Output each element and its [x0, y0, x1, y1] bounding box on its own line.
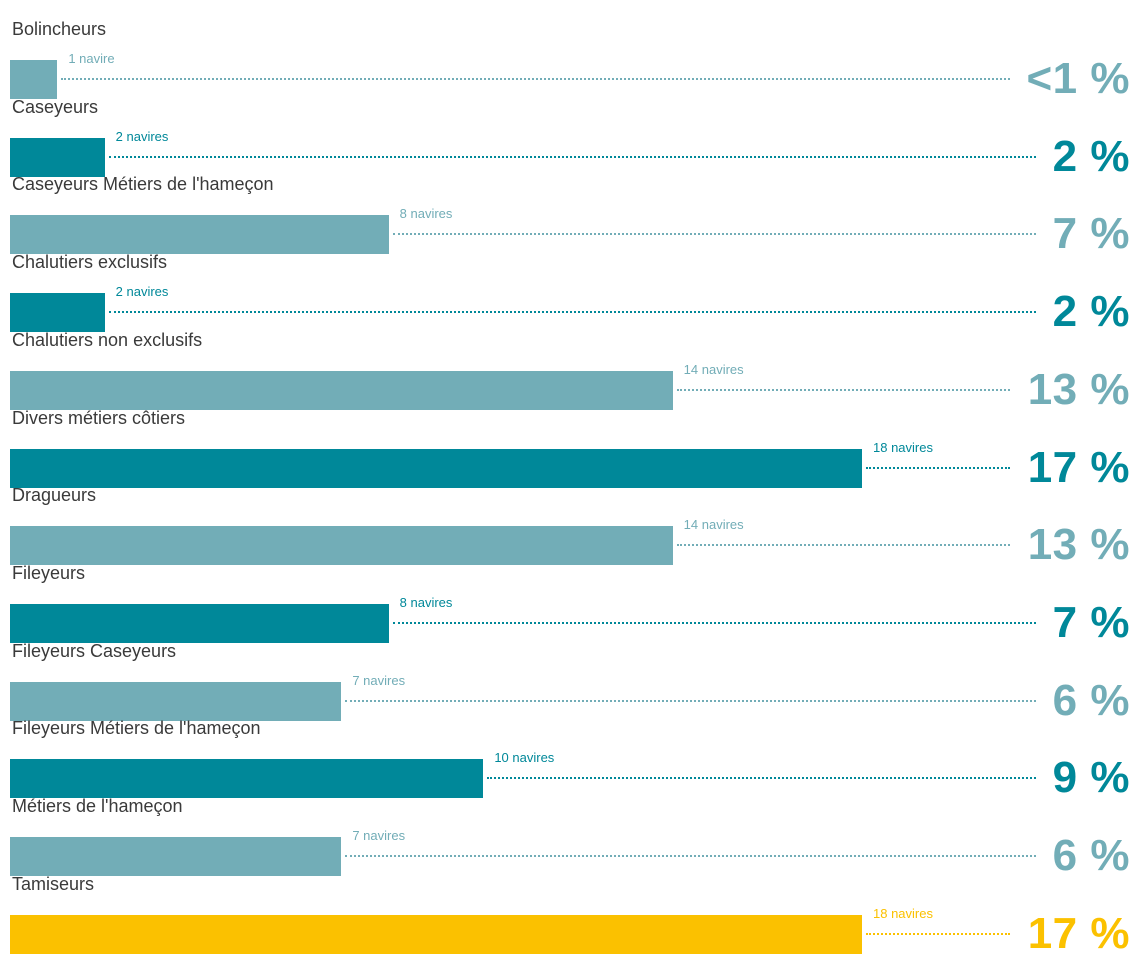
category-label: Tamiseurs: [12, 873, 95, 894]
bar: [10, 215, 389, 255]
bar: [10, 681, 342, 721]
bar-row: Caseyeurs 2 navires 2 %: [0, 96, 1134, 181]
bar-row: Bolincheurs 1 navire <1 %: [0, 18, 1134, 103]
leader-line: [108, 311, 1036, 314]
count-label: 10 navires: [494, 750, 555, 766]
percent-label: 2 %: [1052, 287, 1130, 337]
percent-label: 13 %: [1027, 364, 1130, 414]
bar: [10, 370, 673, 410]
bar-row: Chalutiers non exclusifs 14 navires 13 %: [0, 329, 1134, 414]
count-label: 2 navires: [115, 128, 169, 144]
count-label: 1 navire: [68, 51, 115, 66]
bar-row: Fileyeurs Métiers de l'hameçon 10 navires…: [0, 717, 1134, 802]
leader-line: [676, 388, 1010, 391]
count-label: 14 navires: [683, 517, 744, 533]
leader-line: [487, 777, 1036, 780]
bar-row: Fileyeurs Caseyeurs 7 navires 6 %: [0, 640, 1134, 725]
percent-label: 6 %: [1052, 675, 1130, 725]
count-label: 8 navires: [399, 594, 453, 610]
count-label: 18 navires: [873, 439, 933, 455]
percent-label: <1 %: [1026, 54, 1130, 103]
count-label: 14 navires: [683, 361, 744, 377]
category-label: Bolincheurs: [12, 19, 107, 39]
category-label: Dragueurs: [12, 485, 97, 506]
percent-label: 17 %: [1027, 908, 1130, 958]
bar: [10, 60, 58, 99]
category-label: Fileyeurs Caseyeurs: [12, 640, 177, 661]
percent-label: 17 %: [1027, 442, 1130, 492]
count-label: 8 navires: [399, 206, 453, 222]
bar: [10, 837, 342, 876]
category-label: Fileyeurs: [12, 562, 86, 583]
bar: [10, 526, 673, 566]
leader-line: [61, 78, 1010, 80]
bar-row: Divers métiers côtiers 18 navires 17 %: [0, 407, 1134, 492]
category-label: Fileyeurs Métiers de l'hameçon: [12, 718, 261, 739]
category-label: Caseyeurs: [12, 96, 99, 117]
bar: [10, 759, 484, 799]
leader-line: [866, 466, 1010, 469]
leader-line: [345, 699, 1036, 702]
count-label: 7 navires: [352, 672, 406, 688]
count-label: 18 navires: [873, 905, 933, 921]
bar-row: Chalutiers exclusifs 2 navires 2 %: [0, 251, 1134, 336]
bar: [10, 293, 105, 333]
leader-line: [392, 621, 1036, 624]
leader-line: [108, 155, 1036, 158]
bar: [10, 137, 105, 177]
bar-row: Fileyeurs 8 navires 7 %: [0, 562, 1134, 647]
category-label: Caseyeurs Métiers de l'hameçon: [12, 174, 274, 195]
category-label: Chalutiers non exclusifs: [12, 329, 203, 350]
bar-chart: Bolincheurs 1 navire <1 % Caseyeurs 2 navire…: [0, 18, 1134, 958]
bar: [10, 914, 862, 954]
leader-line: [392, 233, 1036, 236]
leader-line: [345, 855, 1036, 857]
percent-label: 2 %: [1052, 131, 1130, 181]
leader-line: [866, 932, 1010, 935]
bar-row: Métiers de l'hameçon 7 navires 6 %: [0, 795, 1134, 880]
category-label: Métiers de l'hameçon: [12, 796, 183, 816]
bar-row: Tamiseurs 18 navires 17 %: [0, 873, 1134, 958]
bar: [10, 448, 862, 488]
percent-label: 7 %: [1052, 209, 1130, 259]
percent-label: 7 %: [1052, 597, 1130, 647]
bar: [10, 603, 389, 643]
bar-row: Dragueurs 14 navires 13 %: [0, 484, 1134, 569]
bar-row: Caseyeurs Métiers de l'hameçon 8 navires 7…: [0, 173, 1134, 258]
leader-line: [676, 544, 1010, 547]
count-label: 7 navires: [352, 828, 406, 843]
percent-label: 9 %: [1052, 753, 1130, 803]
percent-label: 6 %: [1052, 831, 1130, 880]
category-label: Chalutiers exclusifs: [12, 252, 168, 273]
category-label: Divers métiers côtiers: [12, 407, 186, 428]
count-label: 2 navires: [115, 284, 169, 300]
percent-label: 13 %: [1027, 520, 1130, 570]
